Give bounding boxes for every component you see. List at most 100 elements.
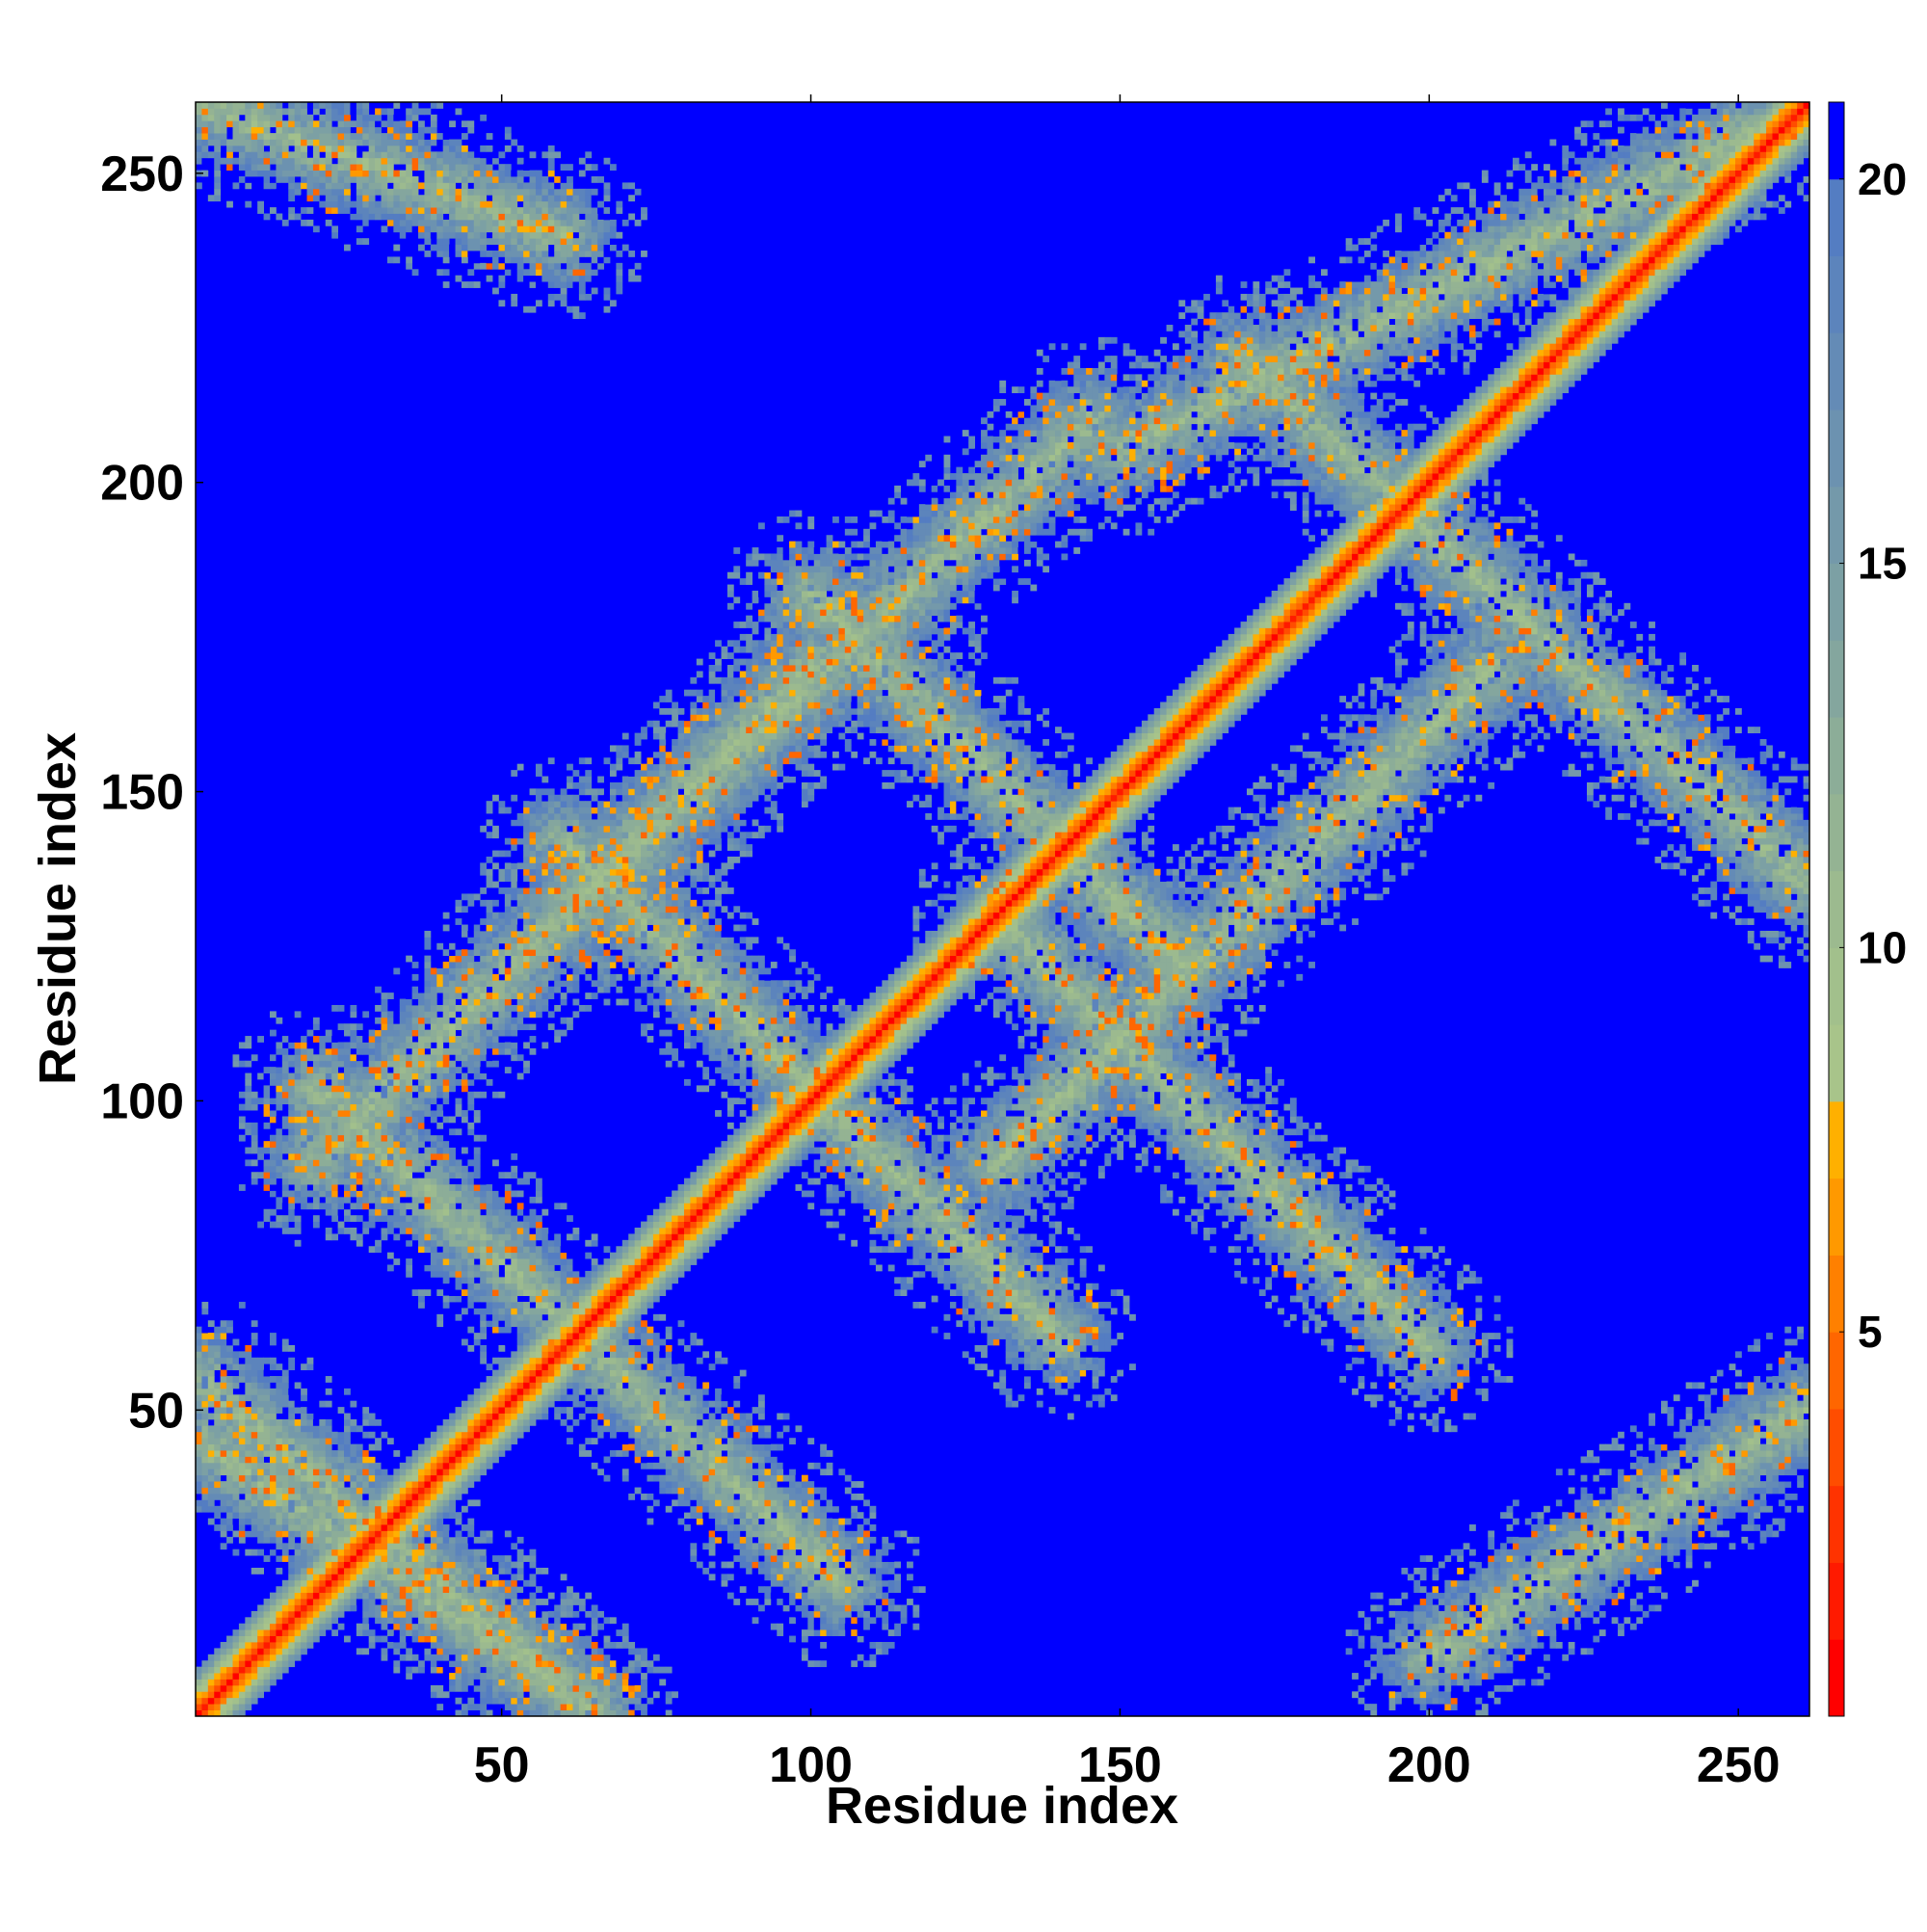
heatmap-cell bbox=[313, 1018, 320, 1024]
heatmap-cell bbox=[276, 1599, 282, 1605]
heatmap-cell bbox=[487, 1586, 493, 1593]
heatmap-cell bbox=[326, 1036, 332, 1043]
heatmap-cell bbox=[406, 207, 412, 214]
heatmap-cell bbox=[245, 146, 251, 152]
heatmap-cell bbox=[301, 1537, 307, 1544]
heatmap-cell bbox=[201, 1432, 208, 1439]
heatmap-cell bbox=[362, 140, 369, 146]
heatmap-cell bbox=[480, 1629, 487, 1636]
heatmap-cell bbox=[251, 1673, 258, 1680]
heatmap-cell bbox=[406, 1475, 412, 1482]
heatmap-cell bbox=[208, 1394, 215, 1401]
heatmap-cell bbox=[331, 1203, 338, 1209]
heatmap-cell bbox=[436, 1258, 443, 1265]
heatmap-cell bbox=[431, 1172, 437, 1178]
heatmap-cell bbox=[536, 1654, 542, 1661]
heatmap-cell bbox=[511, 844, 517, 851]
heatmap-cell bbox=[480, 1222, 487, 1229]
heatmap-cell bbox=[221, 1704, 227, 1710]
heatmap-cell bbox=[369, 1135, 376, 1142]
heatmap-cell bbox=[344, 158, 351, 165]
heatmap-cell bbox=[295, 1382, 302, 1389]
heatmap-cell bbox=[375, 1203, 382, 1209]
heatmap-cell bbox=[400, 1549, 407, 1556]
heatmap-cell bbox=[282, 1370, 289, 1377]
heatmap-cell bbox=[517, 1432, 524, 1439]
heatmap-cell bbox=[492, 1284, 499, 1290]
heatmap-cell bbox=[487, 962, 493, 968]
heatmap-cell bbox=[356, 182, 363, 189]
heatmap-cell bbox=[487, 1253, 493, 1259]
heatmap-cell bbox=[480, 1382, 487, 1389]
heatmap-cell bbox=[344, 171, 351, 177]
heatmap-cell bbox=[523, 1240, 530, 1247]
heatmap-cell bbox=[523, 214, 530, 221]
heatmap-cell bbox=[282, 1543, 289, 1549]
heatmap-cell bbox=[443, 974, 450, 981]
heatmap-cell bbox=[443, 281, 450, 288]
heatmap-cell bbox=[462, 1574, 468, 1580]
heatmap-cell bbox=[221, 1685, 227, 1692]
heatmap-cell bbox=[505, 1438, 512, 1444]
heatmap-cell bbox=[517, 1642, 524, 1649]
heatmap-cell bbox=[319, 1079, 326, 1086]
heatmap-cell bbox=[492, 913, 499, 919]
heatmap-cell bbox=[462, 1296, 468, 1303]
heatmap-cell bbox=[492, 1005, 499, 1012]
heatmap-cell bbox=[511, 1704, 517, 1710]
heatmap-cell bbox=[436, 1042, 443, 1048]
heatmap-cell bbox=[319, 1401, 326, 1408]
heatmap-cell bbox=[431, 1128, 437, 1135]
heatmap-cell bbox=[356, 1116, 363, 1123]
heatmap-cell bbox=[319, 1506, 326, 1513]
heatmap-cell bbox=[362, 1512, 369, 1519]
heatmap-cell bbox=[449, 1636, 456, 1643]
heatmap-cell bbox=[443, 151, 450, 158]
heatmap-cell bbox=[307, 176, 314, 183]
heatmap-cell bbox=[517, 1320, 524, 1327]
heatmap-cell bbox=[412, 1197, 419, 1204]
heatmap-cell bbox=[462, 1253, 468, 1259]
heatmap-cell bbox=[276, 1530, 282, 1537]
heatmap-cell bbox=[474, 1092, 481, 1098]
heatmap-cell bbox=[412, 1537, 419, 1544]
heatmap-cell bbox=[226, 1636, 233, 1643]
heatmap-cell bbox=[313, 1593, 320, 1600]
heatmap-cell bbox=[257, 1363, 264, 1370]
heatmap-cell bbox=[449, 1568, 456, 1575]
heatmap-cell bbox=[523, 1289, 530, 1296]
heatmap-cell bbox=[307, 1568, 314, 1575]
heatmap-cell bbox=[492, 1419, 499, 1426]
heatmap-cell bbox=[369, 1184, 376, 1191]
heatmap-cell bbox=[517, 1549, 524, 1556]
heatmap-cell bbox=[319, 120, 326, 127]
heatmap-cell bbox=[498, 987, 505, 993]
heatmap-cell bbox=[239, 1463, 246, 1469]
heatmap-cell bbox=[418, 1030, 425, 1037]
heatmap-cell bbox=[319, 1054, 326, 1061]
heatmap-cell bbox=[201, 158, 208, 165]
heatmap-cell bbox=[326, 1067, 332, 1073]
heatmap-cell bbox=[530, 232, 537, 239]
heatmap-cell bbox=[288, 1061, 295, 1068]
heatmap-cell bbox=[319, 1475, 326, 1482]
heatmap-cell bbox=[233, 1679, 240, 1685]
heatmap-cell bbox=[517, 887, 524, 894]
heatmap-cell bbox=[431, 1030, 437, 1037]
heatmap-cell bbox=[443, 1691, 450, 1698]
heatmap-cell bbox=[487, 1611, 493, 1618]
heatmap-cell bbox=[517, 1209, 524, 1216]
heatmap-cell bbox=[208, 1463, 215, 1469]
heatmap-cell bbox=[505, 1048, 512, 1055]
heatmap-cell bbox=[375, 1061, 382, 1068]
heatmap-cell bbox=[449, 220, 456, 226]
heatmap-cell bbox=[282, 1203, 289, 1209]
heatmap-cell bbox=[487, 238, 493, 245]
heatmap-cell bbox=[326, 1499, 332, 1506]
heatmap-cell bbox=[480, 1228, 487, 1234]
heatmap-cell bbox=[338, 1079, 345, 1086]
heatmap-cell bbox=[288, 1166, 295, 1173]
heatmap-cell bbox=[257, 1494, 264, 1500]
heatmap-cell bbox=[462, 1611, 468, 1618]
heatmap-cell bbox=[382, 1463, 388, 1469]
